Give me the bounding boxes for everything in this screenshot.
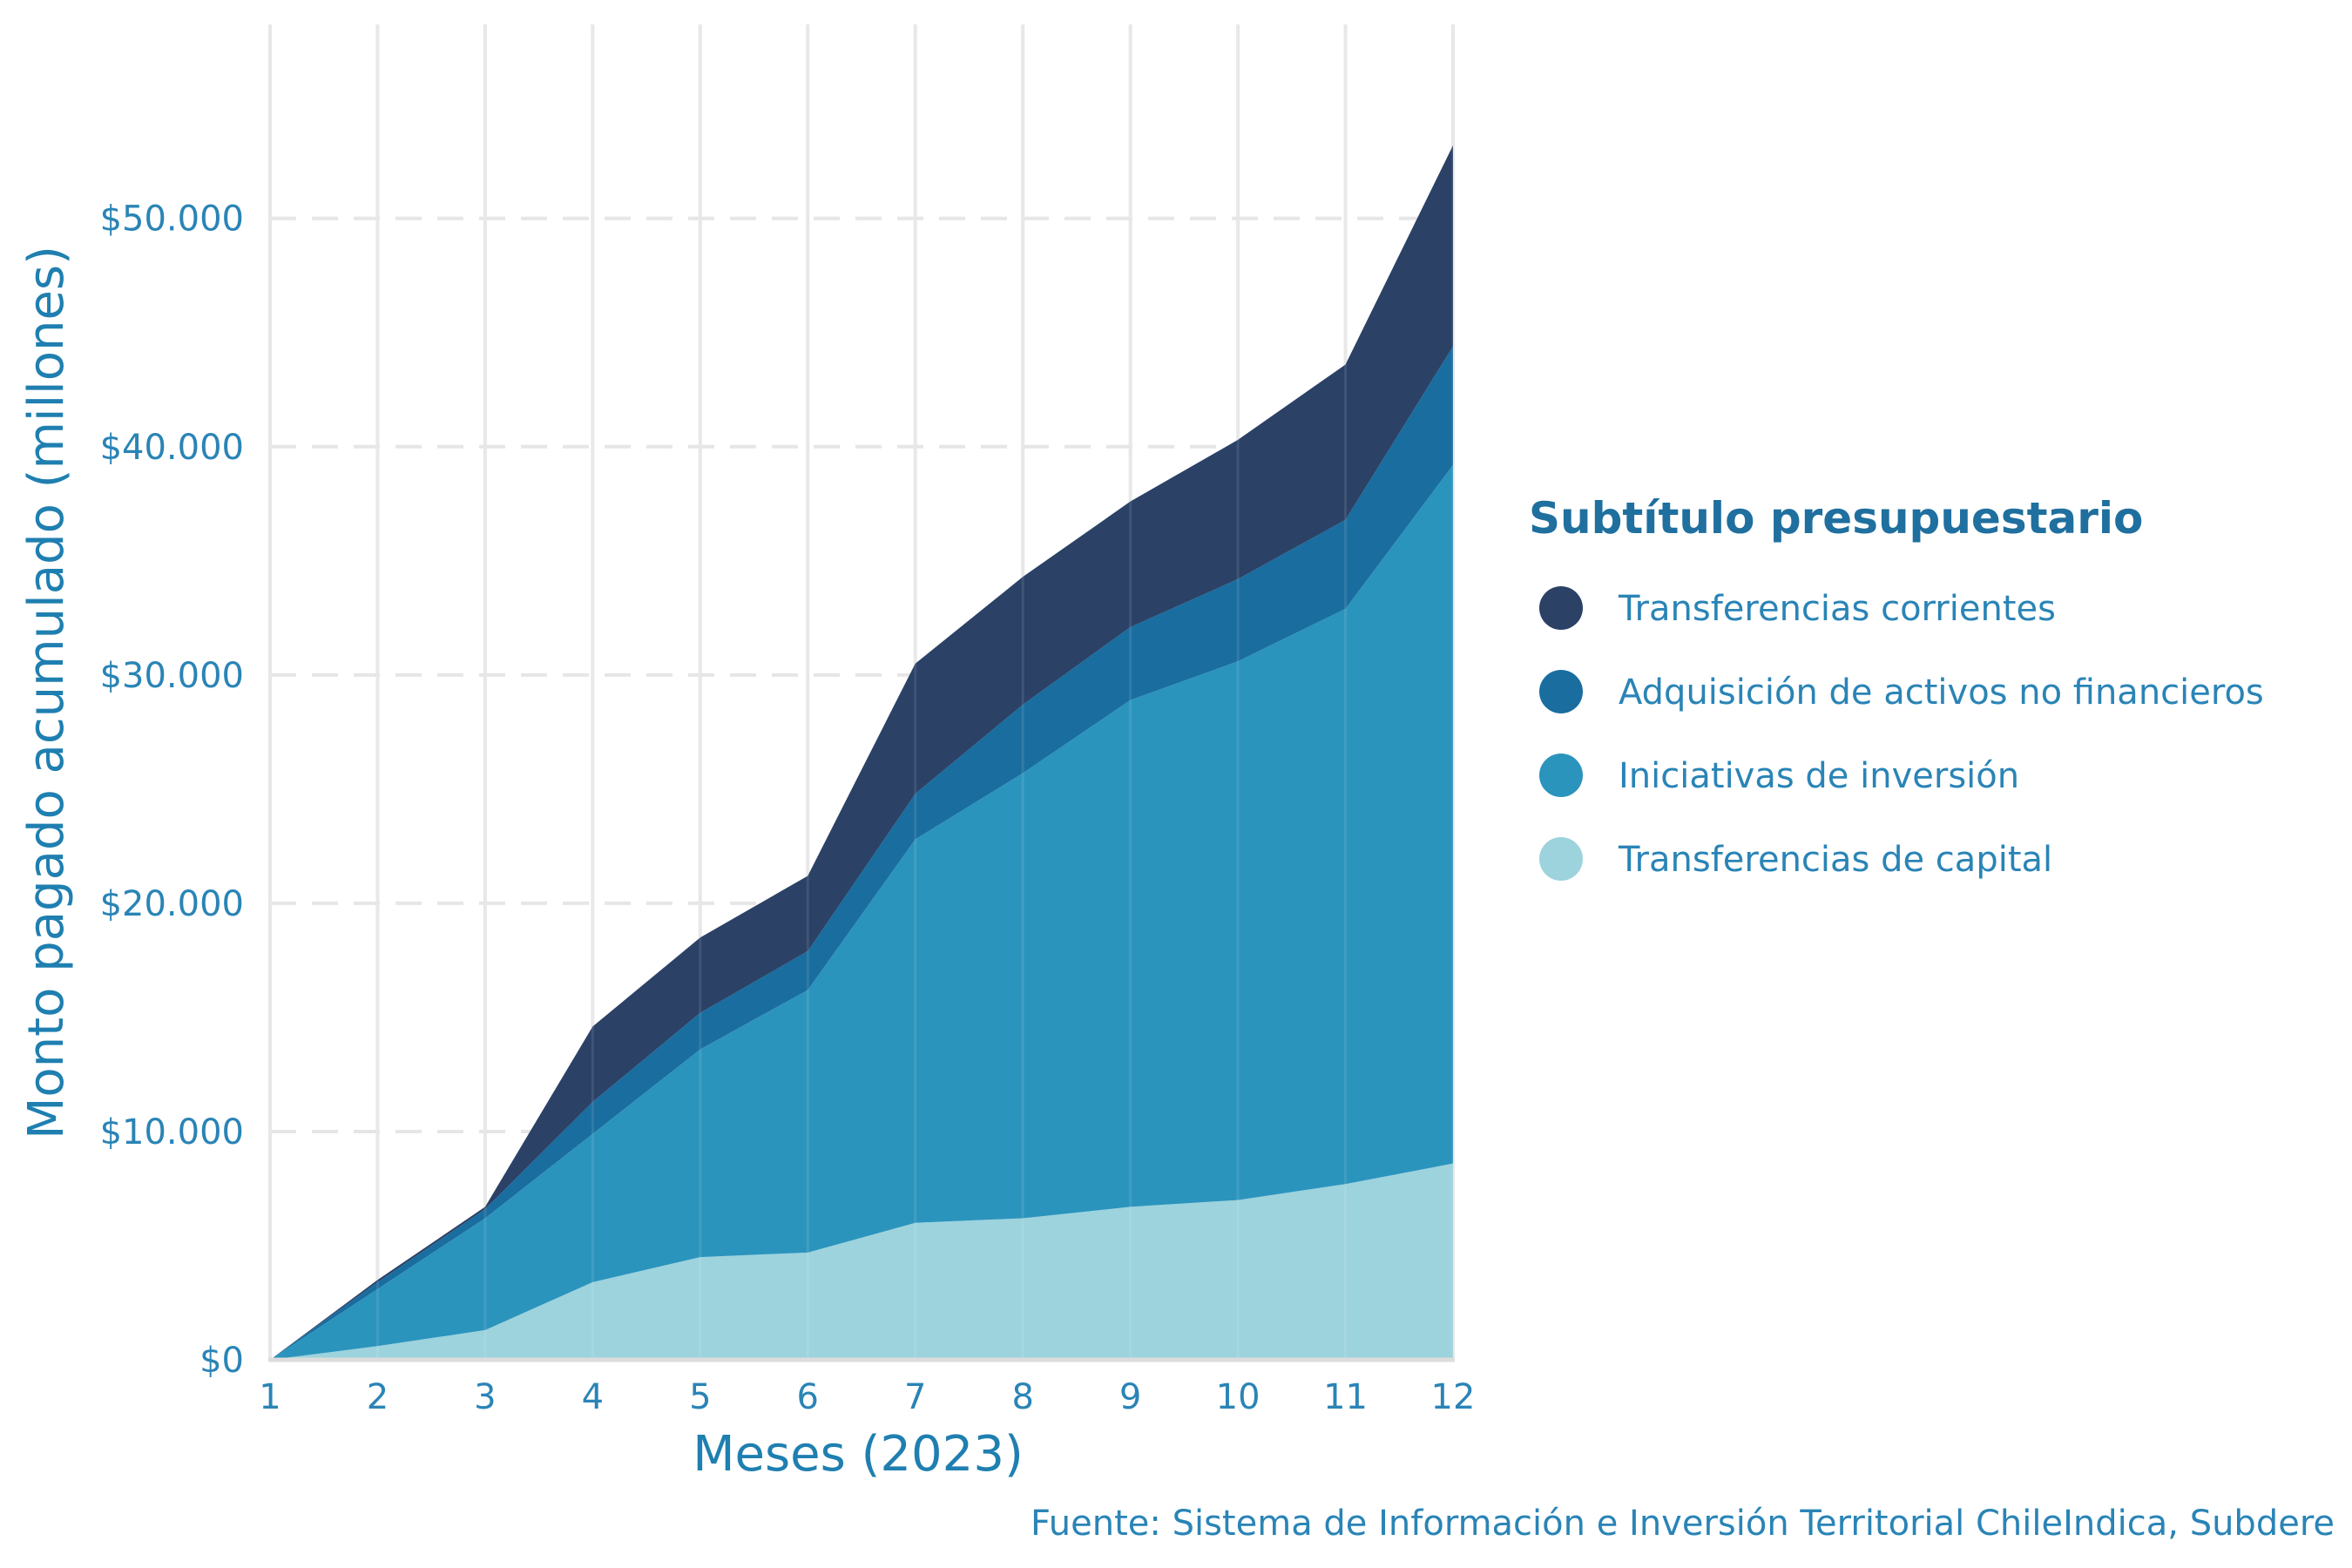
area-transferencias-de-capital [270,1163,1453,1360]
y-tick-label: $20.000 [100,884,244,924]
legend-swatch [1539,586,1583,630]
legend-swatch [1539,837,1583,881]
legend: Subtítulo presupuestario Transferencias … [1529,493,2264,881]
y-tick-label: $40.000 [100,428,244,468]
x-tick-label: 11 [1323,1377,1368,1417]
area-iniciativas-de-inversion [270,464,1453,1360]
legend-label: Transferencias de capital [1618,840,2052,880]
x-tick-label: 3 [474,1377,496,1417]
legend-swatch [1539,754,1583,797]
legend-title: Subtítulo presupuestario [1529,493,2143,544]
legend-item: Adquisición de activos no financieros [1539,670,2264,713]
x-tick-label: 6 [797,1377,819,1417]
x-tick-label: 12 [1431,1377,1476,1417]
y-tick-label: $50.000 [100,199,244,240]
x-axis-title: Meses (2023) [693,1426,1024,1483]
legend-item: Iniciativas de inversión [1539,754,2019,797]
legend-item: Transferencias de capital [1539,837,2052,881]
y-axis-title: Monto pagado acumulado (millones) [18,246,75,1139]
source-caption: Fuente: Sistema de Información e Inversi… [1031,1504,2335,1544]
legend-label: Transferencias corrientes [1618,589,2056,629]
area-layer [268,24,1455,1360]
y-tick-label: $30.000 [100,656,244,696]
legend-item: Transferencias corrientes [1539,586,2056,630]
legend-swatch [1539,670,1583,713]
y-tick-label: $10.000 [100,1112,244,1152]
x-tick-label: 2 [367,1377,389,1417]
y-tick-label: $0 [199,1341,244,1381]
legend-label: Iniciativas de inversión [1619,756,2019,796]
x-tick-label: 8 [1011,1377,1033,1417]
x-tick-label: 9 [1119,1377,1141,1417]
x-tick-label: 10 [1216,1377,1260,1417]
x-tick-label: 7 [904,1377,926,1417]
x-tick-label: 5 [689,1377,711,1417]
x-tick-label: 1 [259,1377,280,1417]
legend-items: Transferencias corrientes Adquisición de … [1539,586,2264,881]
legend-label: Adquisición de activos no financieros [1619,672,2264,713]
x-tick-label: 4 [582,1377,604,1417]
